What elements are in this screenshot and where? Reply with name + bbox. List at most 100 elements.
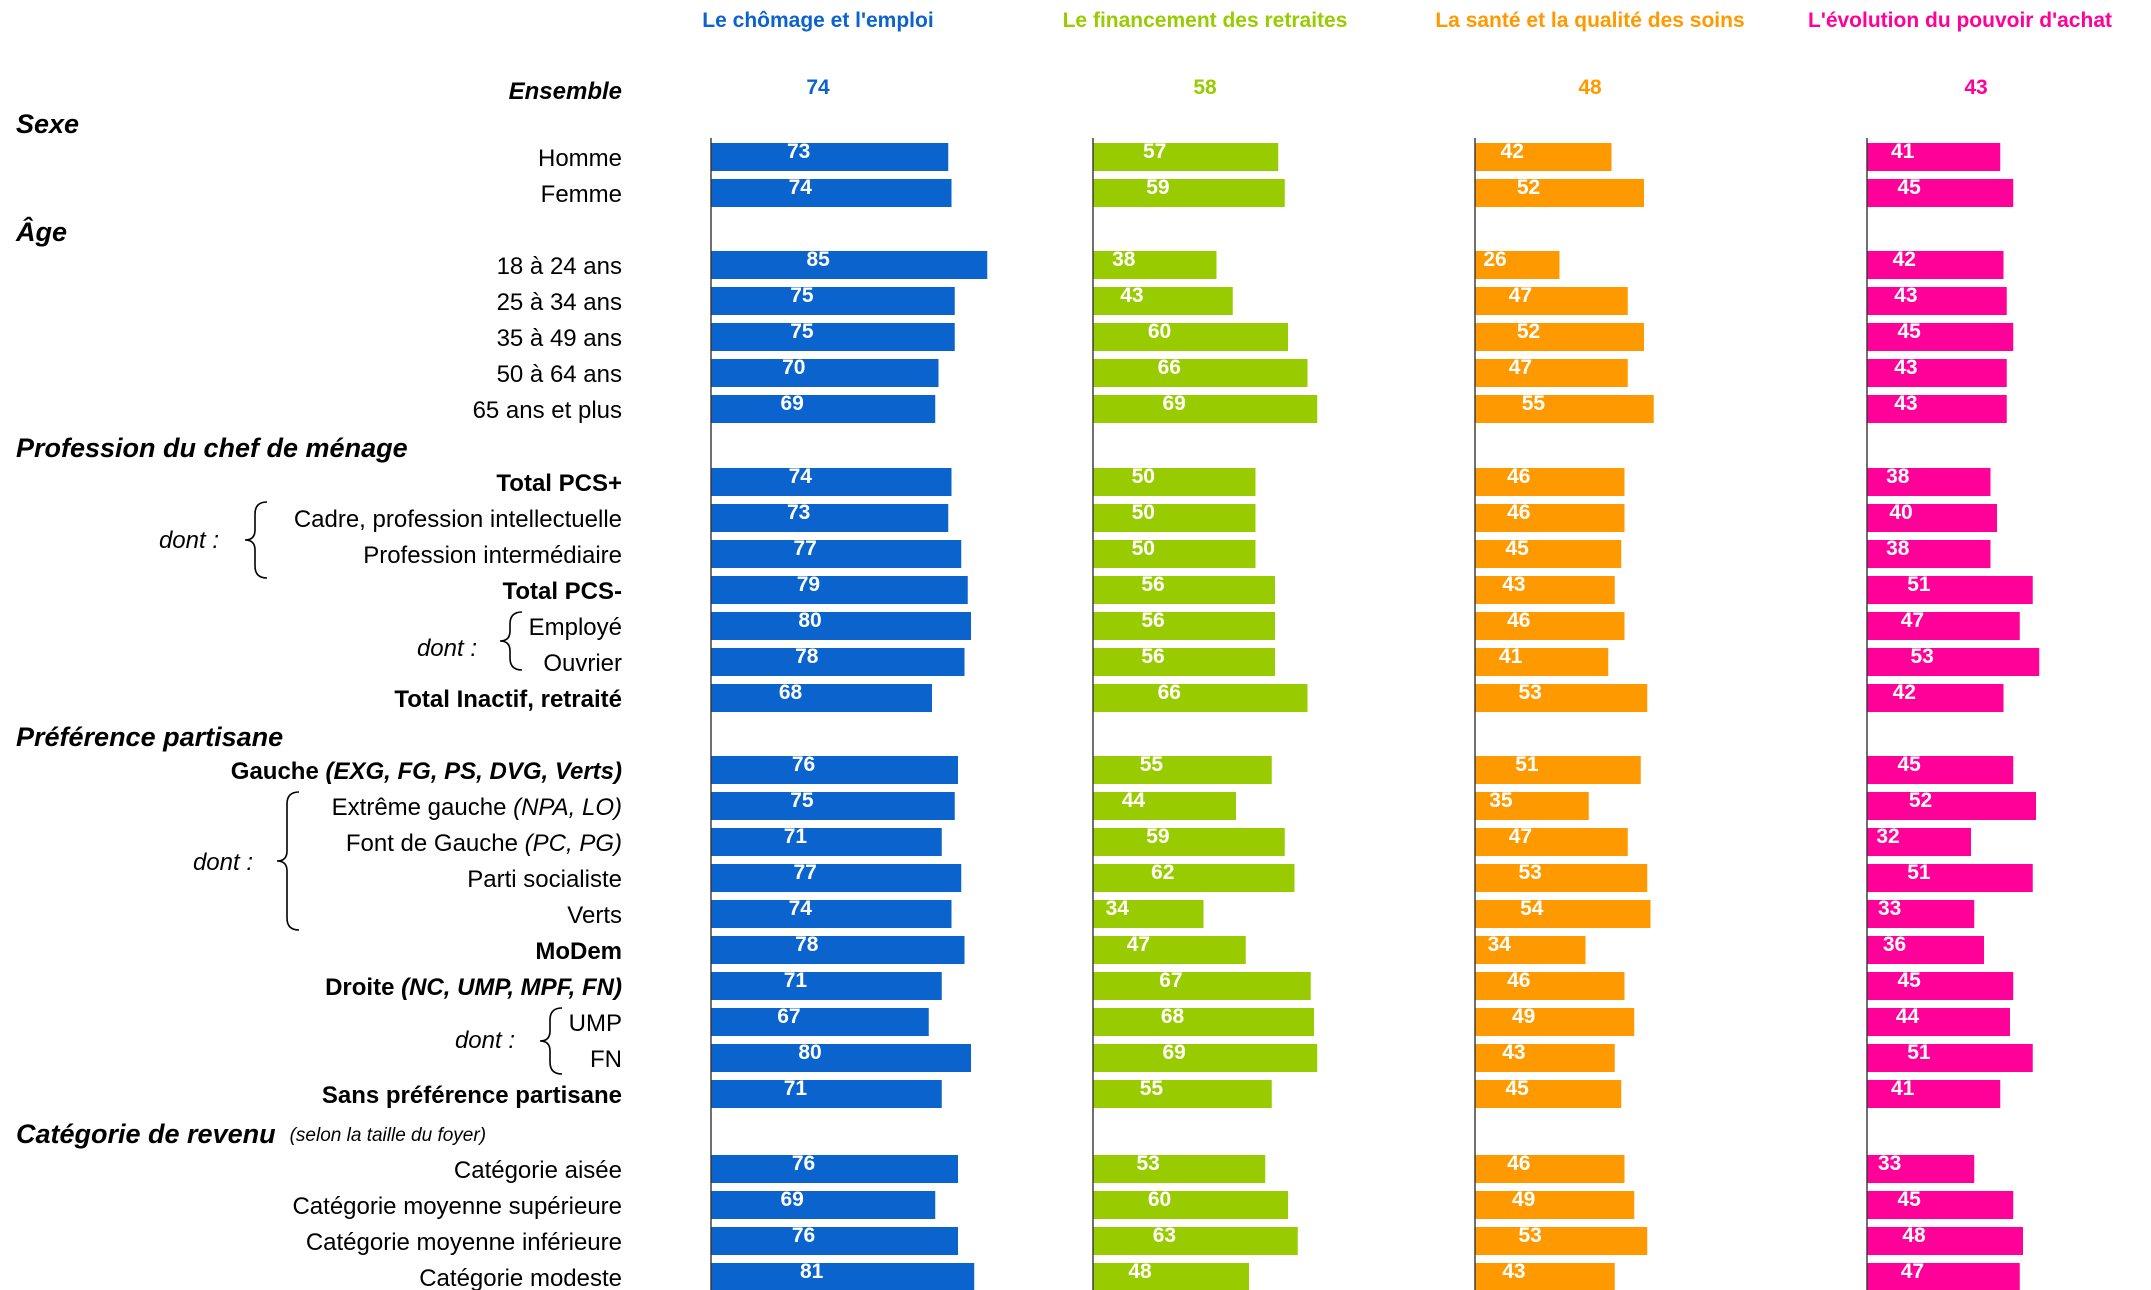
bar-value-label: 59 (1146, 825, 1169, 848)
bar (1475, 540, 1622, 568)
bar-value-label: 55 (1522, 392, 1546, 415)
bar-value-label: 33 (1878, 1152, 1901, 1175)
bar (1867, 972, 2014, 1000)
bar (711, 468, 952, 496)
bar (1475, 1263, 1615, 1290)
bar (1867, 1263, 2020, 1290)
bar-value-label: 53 (1910, 645, 1933, 668)
bar-value-label: 47 (1509, 284, 1532, 307)
bar (1475, 1008, 1635, 1036)
row-label: Catégorie moyenne supérieure (292, 1193, 622, 1220)
bar (1475, 900, 1651, 928)
bar-value-label: 55 (1140, 1077, 1164, 1100)
bar (1867, 251, 2004, 279)
bar-value-label: 71 (784, 825, 808, 848)
row-label: Parti socialiste (467, 866, 622, 893)
bar-value-label: 45 (1897, 1188, 1921, 1211)
bar-value-label: 42 (1893, 681, 1916, 704)
bar-value-label: 41 (1499, 645, 1523, 668)
column-title-1: Le chômage et l'emploi (702, 9, 933, 32)
bar (1867, 684, 2004, 712)
bar-value-label: 47 (1509, 356, 1532, 379)
ensemble-value-3: 48 (1578, 76, 1602, 99)
ensemble-value-2: 58 (1193, 76, 1217, 99)
bar (711, 684, 932, 712)
bar (1475, 684, 1648, 712)
row-label: Cadre, profession intellectuelle (294, 506, 622, 533)
bar (711, 972, 942, 1000)
brace (244, 501, 268, 579)
bar (1475, 648, 1609, 676)
bar-value-label: 47 (1127, 933, 1150, 956)
bar-value-label: 52 (1517, 176, 1540, 199)
bar (711, 179, 952, 207)
row-label: 50 à 64 ans (497, 361, 622, 388)
bar (1093, 1008, 1314, 1036)
bar-value-label: 42 (1893, 248, 1916, 271)
bar (1093, 540, 1256, 568)
bar (1093, 1191, 1288, 1219)
bar (1867, 1227, 2023, 1255)
bar (1093, 900, 1204, 928)
bar (1475, 756, 1641, 784)
bar (1093, 972, 1311, 1000)
bar (1475, 972, 1625, 1000)
bar (711, 540, 962, 568)
bar (1093, 756, 1272, 784)
bar-value-label: 71 (784, 1077, 808, 1100)
bar-value-label: 45 (1897, 969, 1921, 992)
bar-value-label: 80 (798, 609, 821, 632)
bar-value-label: 26 (1483, 248, 1506, 271)
bar-value-label: 41 (1891, 1077, 1915, 1100)
bar (1093, 143, 1279, 171)
bar-value-label: 46 (1507, 465, 1530, 488)
ensemble-value-4: 43 (1964, 76, 1987, 99)
bar-value-label: 45 (1897, 176, 1921, 199)
bar-value-label: 49 (1512, 1188, 1535, 1211)
bar (1867, 1191, 2014, 1219)
bar (1093, 179, 1285, 207)
bar (1867, 1080, 2001, 1108)
bar (1093, 792, 1236, 820)
bar (1093, 395, 1318, 423)
bar (1475, 251, 1560, 279)
bar-value-label: 53 (1518, 1224, 1541, 1247)
row-label: Catégorie aisée (454, 1157, 622, 1184)
ensemble-value-1: 74 (806, 76, 830, 99)
bar-value-label: 76 (792, 1224, 815, 1247)
bar (1093, 1044, 1318, 1072)
bar (711, 323, 955, 351)
bar (711, 1263, 975, 1290)
bar (1093, 359, 1308, 387)
bar-value-label: 43 (1502, 1041, 1525, 1064)
bar-value-label: 45 (1897, 753, 1921, 776)
bar-value-label: 80 (798, 1041, 821, 1064)
bar-value-label: 53 (1518, 861, 1541, 884)
bar-value-label: 47 (1901, 609, 1924, 632)
bar-value-label: 56 (1141, 645, 1164, 668)
bar-value-label: 66 (1158, 681, 1181, 704)
bar (1475, 1155, 1625, 1183)
bar-value-label: 47 (1509, 825, 1532, 848)
row-label: Total PCS+ (496, 470, 622, 497)
row-label: Font de Gauche (PC, PG) (346, 830, 622, 857)
bar-value-label: 57 (1143, 140, 1166, 163)
bar-value-label: 68 (1161, 1005, 1185, 1028)
bar (1867, 143, 2001, 171)
bar-value-label: 33 (1878, 897, 1901, 920)
bar-value-label: 44 (1896, 1005, 1920, 1028)
bar-value-label: 77 (793, 861, 816, 884)
bar-value-label: 52 (1517, 320, 1540, 343)
bar (711, 900, 952, 928)
bar (1093, 323, 1288, 351)
brace (499, 611, 523, 671)
row-label: UMP (569, 1010, 622, 1037)
bar-value-label: 50 (1132, 537, 1155, 560)
bar-value-label: 47 (1901, 1260, 1924, 1283)
bar-value-label: 42 (1501, 140, 1524, 163)
bar (1093, 864, 1295, 892)
bar-value-label: 63 (1153, 1224, 1176, 1247)
bar-value-label: 69 (1162, 1041, 1185, 1064)
bar-value-label: 45 (1897, 320, 1921, 343)
bar-value-label: 41 (1891, 140, 1915, 163)
